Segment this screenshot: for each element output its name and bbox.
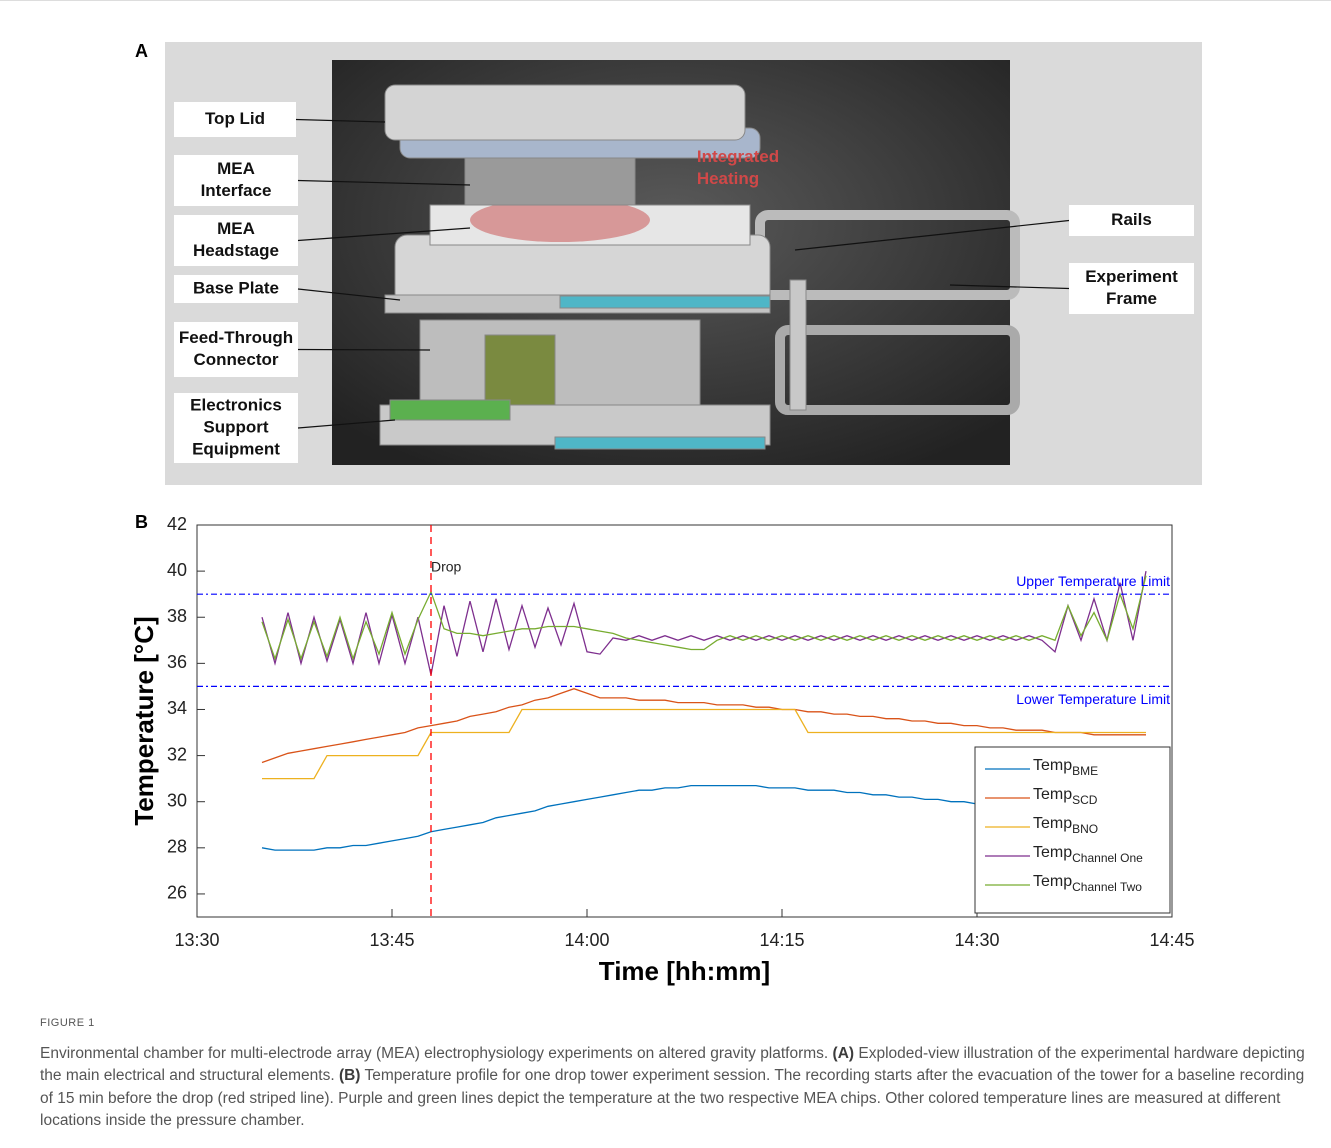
y-tick-label: 40 bbox=[167, 560, 187, 580]
x-tick-label: 13:45 bbox=[369, 930, 414, 950]
callout-label: Base Plate bbox=[193, 278, 279, 297]
caption-part: (B) bbox=[339, 1067, 361, 1084]
callout-label: Equipment bbox=[192, 439, 280, 458]
panel-b: B 26 28 30 32 34 36 38 40 42 13:30 13:45 14:00 14:15… bbox=[129, 512, 1195, 986]
callout-label: Headstage bbox=[193, 241, 279, 260]
legend-sub: BNO bbox=[1072, 822, 1098, 836]
callout-label: MEA bbox=[217, 219, 255, 238]
x-tick-label: 13:30 bbox=[174, 930, 219, 950]
caption: FIGURE 1 Environmental chamber for multi… bbox=[40, 1012, 1310, 1133]
x-tick-label: 14:45 bbox=[1149, 930, 1194, 950]
y-tick-label: 32 bbox=[167, 744, 187, 764]
figure-label: FIGURE 1 bbox=[40, 1012, 1310, 1035]
callout-label: Electronics bbox=[190, 395, 282, 414]
panel-a: A Integrated Heating Top Lid MEA Interface M… bbox=[135, 41, 1202, 485]
legend-sub: Channel Two bbox=[1072, 880, 1142, 894]
x-tick-label: 14:30 bbox=[954, 930, 999, 950]
legend-name: Temp bbox=[1033, 786, 1072, 803]
panel-label: A bbox=[135, 41, 148, 61]
callout-label: Frame bbox=[1106, 289, 1157, 308]
y-tick-label: 28 bbox=[167, 837, 187, 857]
x-tick-label: 14:00 bbox=[564, 930, 609, 950]
x-tick-label: 14:15 bbox=[759, 930, 804, 950]
legend-sub: Channel One bbox=[1072, 851, 1143, 865]
caption-text: Environmental chamber for multi-electrod… bbox=[40, 1043, 1310, 1133]
figure: A Integrated Heating Top Lid MEA Interface M… bbox=[0, 0, 1331, 1005]
legend-name: Temp bbox=[1033, 815, 1072, 832]
y-axis-label: Temperature [°C] bbox=[129, 616, 159, 825]
limit-label: Lower Temperature Limit bbox=[1016, 691, 1170, 707]
drop-label: Drop bbox=[431, 559, 462, 575]
leader-line bbox=[298, 350, 430, 351]
y-tick-label: 30 bbox=[167, 790, 187, 810]
y-tick-label: 42 bbox=[167, 514, 187, 534]
panel-label: B bbox=[135, 512, 148, 532]
legend-name: Temp bbox=[1033, 873, 1072, 890]
limit-label: Upper Temperature Limit bbox=[1016, 573, 1170, 589]
callout-label: MEA bbox=[217, 159, 255, 178]
y-tick-label: 38 bbox=[167, 606, 187, 626]
caption-part: Environmental chamber for multi-electrod… bbox=[40, 1045, 833, 1062]
legend-name: Temp bbox=[1033, 844, 1072, 861]
page: A Integrated Heating Top Lid MEA Interface M… bbox=[0, 0, 1331, 1148]
legend-name: Temp bbox=[1033, 757, 1072, 774]
callout-label: Feed-Through bbox=[179, 328, 293, 347]
callout-label: Interface bbox=[201, 181, 272, 200]
caption-part: (A) bbox=[833, 1045, 855, 1062]
y-tick-label: 36 bbox=[167, 652, 187, 672]
callout-label: Experiment bbox=[1085, 267, 1178, 286]
y-tick-label: 26 bbox=[167, 883, 187, 903]
callout-label: Support bbox=[203, 417, 268, 436]
legend-sub: BME bbox=[1072, 764, 1098, 778]
legend-sub: SCD bbox=[1072, 793, 1098, 807]
callout-label: Top Lid bbox=[205, 109, 265, 128]
heating-line: Integrated bbox=[697, 147, 779, 166]
callout-label: Rails bbox=[1111, 210, 1152, 229]
heating-line: Heating bbox=[697, 169, 759, 188]
callout-label: Connector bbox=[194, 350, 279, 369]
x-axis-label: Time [hh:mm] bbox=[599, 956, 770, 986]
y-tick-label: 34 bbox=[167, 698, 187, 718]
